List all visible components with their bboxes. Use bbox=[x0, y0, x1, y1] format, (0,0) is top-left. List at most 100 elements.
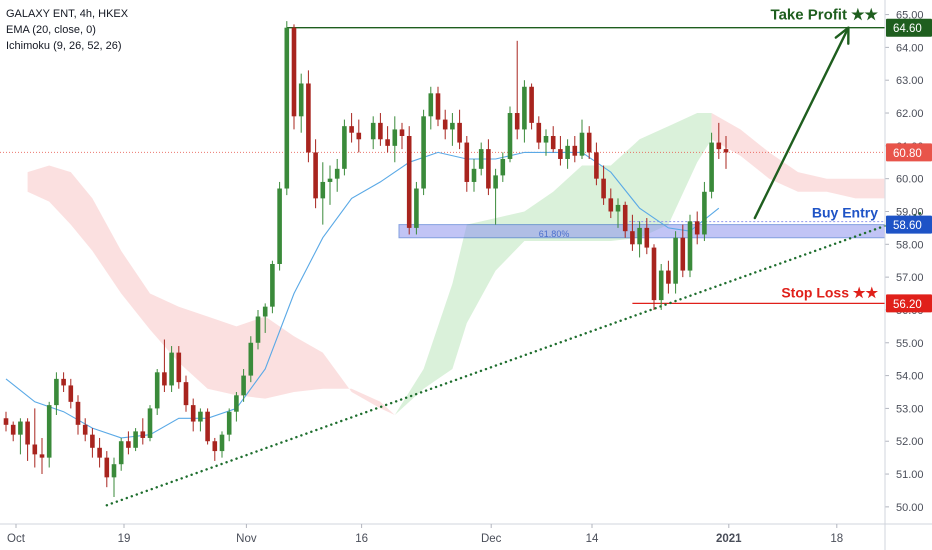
candle bbox=[82, 418, 88, 442]
cloud-bear-0 bbox=[27, 165, 395, 415]
candle-body bbox=[169, 352, 174, 386]
candle bbox=[25, 418, 30, 461]
candle-body bbox=[3, 418, 9, 425]
legend-ichimoku: Ichimoku (9, 26, 52, 26) bbox=[6, 40, 122, 52]
candle-body bbox=[536, 122, 542, 143]
take-profit-label: Take Profit ★★ bbox=[771, 7, 879, 24]
candle-body bbox=[702, 191, 707, 235]
candle-body bbox=[680, 237, 686, 271]
candle bbox=[61, 372, 66, 392]
candle-body bbox=[644, 227, 650, 248]
candle-body bbox=[486, 149, 491, 189]
candle-body bbox=[349, 126, 354, 133]
candle-body bbox=[694, 221, 700, 235]
candle-body bbox=[133, 431, 138, 448]
candle-body bbox=[709, 142, 714, 192]
candle-body bbox=[658, 270, 664, 301]
candle bbox=[694, 211, 700, 245]
candle bbox=[356, 119, 362, 153]
cloud-bull-1 bbox=[394, 113, 712, 415]
candle-body bbox=[637, 227, 642, 245]
candle-body bbox=[716, 142, 722, 150]
candle bbox=[277, 181, 282, 271]
candle bbox=[162, 339, 167, 392]
candle-body bbox=[514, 113, 520, 130]
candle bbox=[651, 244, 657, 310]
candle-body bbox=[327, 178, 333, 182]
candle-body bbox=[356, 132, 362, 140]
candle bbox=[536, 116, 542, 150]
candle-body bbox=[25, 421, 30, 445]
y-tick-label: 63.00 bbox=[896, 75, 924, 87]
candle bbox=[327, 165, 333, 205]
candle bbox=[450, 113, 455, 146]
y-tick-label: 53.00 bbox=[896, 403, 924, 415]
candle-body bbox=[522, 86, 527, 130]
y-tick-label: 59.00 bbox=[896, 206, 924, 218]
candle-body bbox=[457, 122, 462, 143]
candle-body bbox=[406, 136, 412, 228]
candle bbox=[442, 109, 448, 140]
candle bbox=[241, 369, 246, 402]
candle-body bbox=[32, 444, 38, 455]
candle bbox=[126, 431, 131, 455]
candle bbox=[601, 165, 606, 205]
candle-body bbox=[140, 431, 146, 438]
candle-body bbox=[687, 221, 693, 271]
candle-body bbox=[126, 441, 131, 448]
x-tick-label: 19 bbox=[118, 533, 131, 545]
candle-body bbox=[586, 132, 592, 153]
candle bbox=[579, 119, 585, 159]
candle-body bbox=[162, 372, 167, 386]
x-axis: Oct19Nov16Dec14202118Feb1 bbox=[7, 524, 843, 545]
candle bbox=[313, 139, 318, 209]
candle-body bbox=[370, 122, 376, 140]
candle-body bbox=[630, 231, 635, 245]
ichimoku-cloud bbox=[27, 113, 885, 415]
x-tick-label: 18 bbox=[830, 533, 843, 545]
take-profit-price-tag-bg bbox=[886, 18, 932, 37]
y-tick-label: 50.00 bbox=[896, 502, 924, 514]
candle-body bbox=[277, 188, 282, 264]
candle bbox=[687, 214, 693, 278]
candle bbox=[565, 139, 570, 169]
candle bbox=[68, 378, 74, 409]
candle bbox=[212, 437, 218, 461]
candle-body bbox=[550, 136, 556, 150]
candle bbox=[637, 221, 642, 258]
candle-body bbox=[198, 411, 203, 422]
candle-body bbox=[255, 316, 261, 343]
candle bbox=[234, 392, 239, 422]
candle-body bbox=[190, 405, 196, 422]
candle bbox=[392, 116, 398, 163]
candle bbox=[334, 158, 340, 192]
candle bbox=[169, 346, 174, 392]
candle bbox=[709, 132, 714, 199]
candle bbox=[558, 136, 563, 166]
candle-body bbox=[176, 352, 182, 383]
x-tick-label: Nov bbox=[236, 533, 257, 545]
current-price-tag: 60.80 bbox=[893, 148, 922, 160]
candle bbox=[46, 401, 52, 468]
candle bbox=[723, 136, 729, 169]
candle bbox=[680, 224, 686, 278]
y-tick-label: 54.00 bbox=[896, 371, 924, 383]
ema-line bbox=[5, 151, 720, 439]
candle-body bbox=[90, 434, 95, 448]
candle bbox=[385, 126, 390, 153]
candle-body bbox=[385, 139, 390, 146]
candle-body bbox=[558, 149, 563, 159]
candle bbox=[471, 158, 477, 192]
candle-body bbox=[543, 136, 549, 143]
y-tick-label: 64.00 bbox=[896, 42, 924, 54]
candle bbox=[702, 181, 707, 242]
buy-entry-label: Buy Entry bbox=[812, 205, 878, 221]
current-price-tag-bg bbox=[886, 143, 932, 162]
chart-legend: GALAXY ENT, 4h, HKEX EMA (20, close, 0) … bbox=[6, 6, 128, 54]
candle-body bbox=[298, 83, 304, 117]
candle-body bbox=[666, 270, 671, 284]
fib-label: 61.80% bbox=[539, 229, 570, 239]
support-trendline bbox=[105, 211, 922, 507]
candle-body bbox=[399, 129, 405, 136]
candle-body bbox=[270, 264, 275, 307]
